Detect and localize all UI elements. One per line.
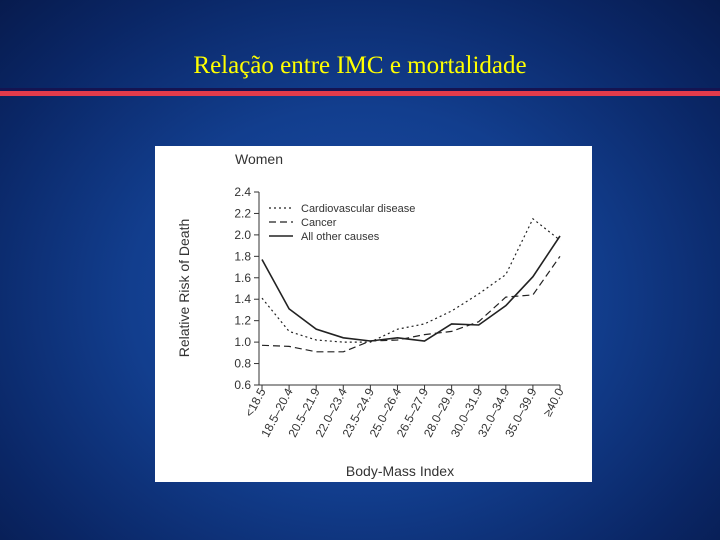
y-tick-label: 1.4 [234, 292, 251, 306]
series-lines [261, 217, 561, 353]
legend: Cardiovascular disease Cancer All other ca… [269, 203, 415, 243]
y-axis-title: Relative Risk of Death [176, 219, 192, 358]
y-tick-label: 2.0 [234, 228, 251, 242]
y-tick-label: 0.8 [234, 357, 251, 371]
bmi-mortality-chart: Women Body-Mass Index Relative Risk of D… [176, 151, 567, 479]
legend-label: Cancer [301, 217, 337, 229]
y-tick-label: 1.0 [234, 335, 251, 349]
legend-label: Cardiovascular disease [301, 203, 415, 215]
series-line-cancer [261, 255, 561, 353]
title-rule-accent [0, 91, 720, 96]
y-tick-label: 1.6 [234, 271, 251, 285]
x-ticks: <18.518.5–20.420.5–21.922.0–23.423.5–24.… [242, 385, 567, 440]
chart-panel: Women Body-Mass Index Relative Risk of D… [155, 146, 592, 482]
y-tick-label: 1.2 [234, 314, 251, 328]
series-line-all-other-causes [261, 235, 561, 342]
y-tick-label: 0.6 [234, 378, 251, 392]
series-line-cardiovascular-disease [261, 217, 561, 343]
y-tick-label: 1.8 [234, 249, 251, 263]
slide-title: Relação entre IMC e mortalidade [193, 52, 527, 79]
chart-title: Women [235, 151, 283, 167]
y-tick-label: 2.4 [234, 185, 251, 199]
legend-label: All other causes [301, 231, 380, 243]
y-ticks: 0.6 0.8 1.0 1.2 1.4 1.6 1.8 2.0 2.2 2.4 [234, 185, 259, 392]
y-tick-label: 2.2 [234, 206, 251, 220]
x-tick-label: ≥40.0 [540, 386, 567, 419]
x-axis-title: Body-Mass Index [346, 463, 454, 479]
title-rule-dark [0, 88, 720, 91]
